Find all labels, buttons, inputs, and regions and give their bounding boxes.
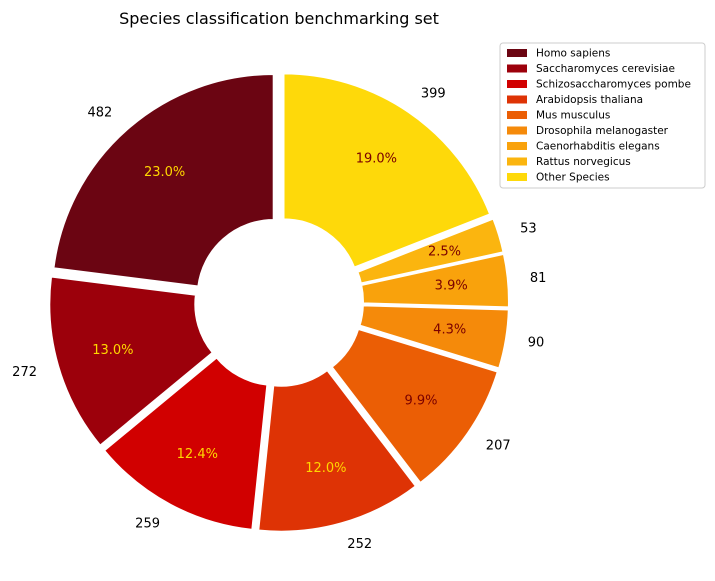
- slice-homo-sapiens: [52, 72, 275, 288]
- percent-label-caenorhabditis-elegans: 3.9%: [435, 278, 468, 293]
- legend-swatch-caenorhabditis-elegans: [507, 142, 527, 150]
- legend-label-arabidopsis-thaliana: Arabidopsis thaliana: [536, 94, 643, 106]
- percent-label-saccharomyces-cerevisiae: 13.0%: [92, 343, 133, 358]
- legend-label-other-species: Other Species: [536, 172, 610, 184]
- count-label-other-species: 399: [421, 86, 446, 101]
- count-label-caenorhabditis-elegans: 81: [530, 271, 547, 286]
- percent-label-schizosaccharomyces-pombe: 12.4%: [177, 447, 218, 462]
- labels-group: 482 23.0% 272 13.0% 259 12.4% 252 12.0% 207 9.9% 9…: [12, 86, 546, 552]
- legend-swatch-other-species: [507, 173, 527, 181]
- legend-label-rattus-norvegicus: Rattus norvegicus: [536, 156, 631, 168]
- slice-rattus-norvegicus: [356, 217, 505, 285]
- legend-frame: [499, 42, 706, 189]
- slice-saccharomyces-cerevisiae: [48, 275, 215, 448]
- count-label-mus-musculus: 207: [486, 439, 511, 454]
- percent-label-rattus-norvegicus: 2.5%: [428, 244, 461, 259]
- legend-swatch-homo-sapiens: [507, 49, 527, 57]
- legend-label-drosophila-melanogaster: Drosophila melanogaster: [536, 125, 669, 137]
- count-label-schizosaccharomyces-pombe: 259: [135, 517, 160, 532]
- legend-label-caenorhabditis-elegans: Caenorhabditis elegans: [536, 141, 660, 153]
- legend-swatch-schizosaccharomyces-pombe: [507, 80, 527, 88]
- legend: Homo sapiens Saccharomyces cerevisiae Schi…: [499, 42, 706, 189]
- percent-label-homo-sapiens: 23.0%: [144, 165, 185, 180]
- legend-swatch-rattus-norvegicus: [507, 157, 527, 166]
- slices-group: [48, 72, 510, 533]
- percent-label-mus-musculus: 9.9%: [404, 393, 437, 408]
- slice-other-species: [282, 72, 492, 269]
- legend-swatch-saccharomyces-cerevisiae: [507, 64, 527, 73]
- count-label-rattus-norvegicus: 53: [520, 221, 537, 236]
- count-label-homo-sapiens: 482: [87, 106, 112, 121]
- chart-title: Species classification benchmarking set: [119, 9, 439, 28]
- legend-swatch-drosophila-melanogaster: [507, 126, 527, 135]
- count-label-saccharomyces-cerevisiae: 272: [12, 365, 37, 380]
- legend-swatch-arabidopsis-thaliana: [507, 95, 527, 104]
- slice-drosophila-melanogaster: [358, 304, 510, 370]
- count-label-drosophila-melanogaster: 90: [528, 335, 545, 350]
- legend-label-saccharomyces-cerevisiae: Saccharomyces cerevisiae: [536, 63, 675, 75]
- legend-label-schizosaccharomyces-pombe: Schizosaccharomyces pombe: [536, 79, 691, 91]
- legend-label-homo-sapiens: Homo sapiens: [536, 48, 610, 60]
- slice-mus-musculus: [330, 327, 500, 485]
- count-label-arabidopsis-thaliana: 252: [347, 537, 372, 552]
- slice-arabidopsis-thaliana: [257, 368, 418, 533]
- percent-label-other-species: 19.0%: [356, 152, 397, 167]
- slice-caenorhabditis-elegans: [360, 252, 510, 309]
- percent-label-arabidopsis-thaliana: 12.0%: [305, 461, 346, 476]
- slice-schizosaccharomyces-pombe: [102, 356, 269, 531]
- percent-label-drosophila-melanogaster: 4.3%: [433, 323, 466, 338]
- legend-label-mus-musculus: Mus musculus: [536, 110, 610, 122]
- legend-swatch-mus-musculus: [507, 111, 527, 119]
